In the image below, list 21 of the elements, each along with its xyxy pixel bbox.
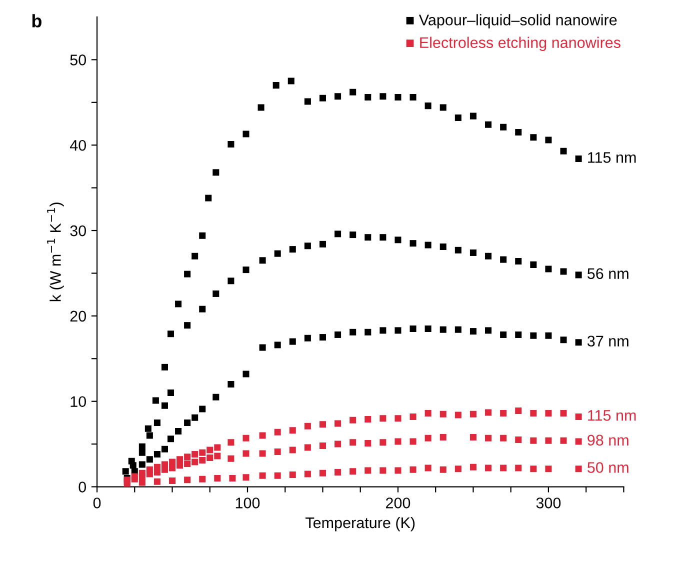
- series-label: 115 nm: [588, 410, 636, 421]
- x-tick-label: 100: [236, 498, 260, 508]
- y-tick-label: 30: [70, 225, 86, 236]
- series-label: 98 nm: [588, 434, 628, 446]
- annotation: ■ Electroless etching nanowires: [406, 36, 620, 52]
- y-tick-label: 10: [70, 396, 86, 408]
- chart-title: b: [32, 14, 42, 28]
- y-axis-title: k (W m$^{−1}$ K$^{−1}$): [47, 202, 64, 302]
- y-tick-label: 40: [70, 140, 86, 151]
- x-tick-label: 200: [386, 498, 410, 508]
- series-label: 37 nm: [587, 336, 628, 347]
- y-tick-label: 0: [78, 482, 86, 492]
- x-tick-label: 0: [93, 498, 101, 508]
- series-label: 50 nm: [588, 462, 628, 473]
- x-axis-title: Temperature (K): [306, 516, 415, 532]
- y-tick-label: 50: [70, 54, 86, 66]
- series-label: 56 nm: [588, 268, 628, 280]
- series-label: 115 nm: [588, 152, 636, 163]
- annotation: ■ Vapour–liquid–solid nanowire: [406, 14, 617, 28]
- x-tick-label: 300: [536, 498, 561, 508]
- y-tick-label: 20: [70, 310, 86, 322]
